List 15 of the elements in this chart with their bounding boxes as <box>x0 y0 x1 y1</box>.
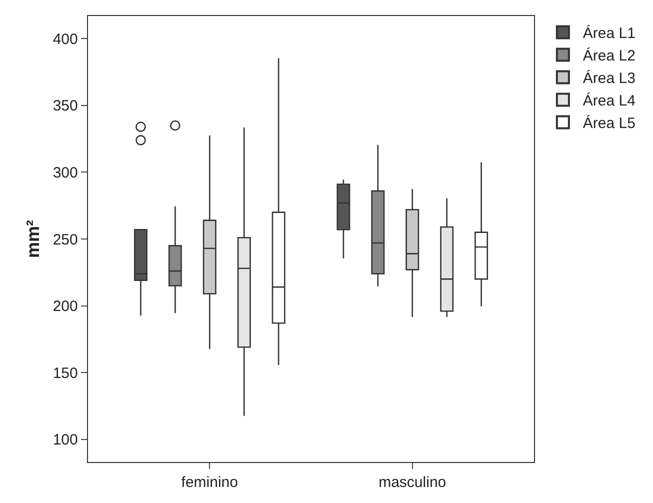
legend-label: Área L4 <box>582 92 636 110</box>
y-tick-label: 150 <box>52 364 78 382</box>
legend-label: Área L3 <box>582 69 636 88</box>
y-tick-label: 400 <box>52 30 78 48</box>
legend-label: Área L2 <box>582 46 636 65</box>
y-tick-label: 300 <box>52 164 78 182</box>
y-tick-label: 250 <box>52 231 78 248</box>
y-tick-label: 350 <box>52 98 78 115</box>
legend-label: Área L1 <box>582 24 636 42</box>
legend-label: Área L5 <box>582 114 636 132</box>
x-tick-label: masculino <box>378 474 446 492</box>
x-tick-label: feminino <box>181 474 238 492</box>
y-tick-label: 100 <box>52 432 78 449</box>
y-tick-label: 200 <box>52 298 78 316</box>
y-axis-title: mm² <box>23 220 44 258</box>
